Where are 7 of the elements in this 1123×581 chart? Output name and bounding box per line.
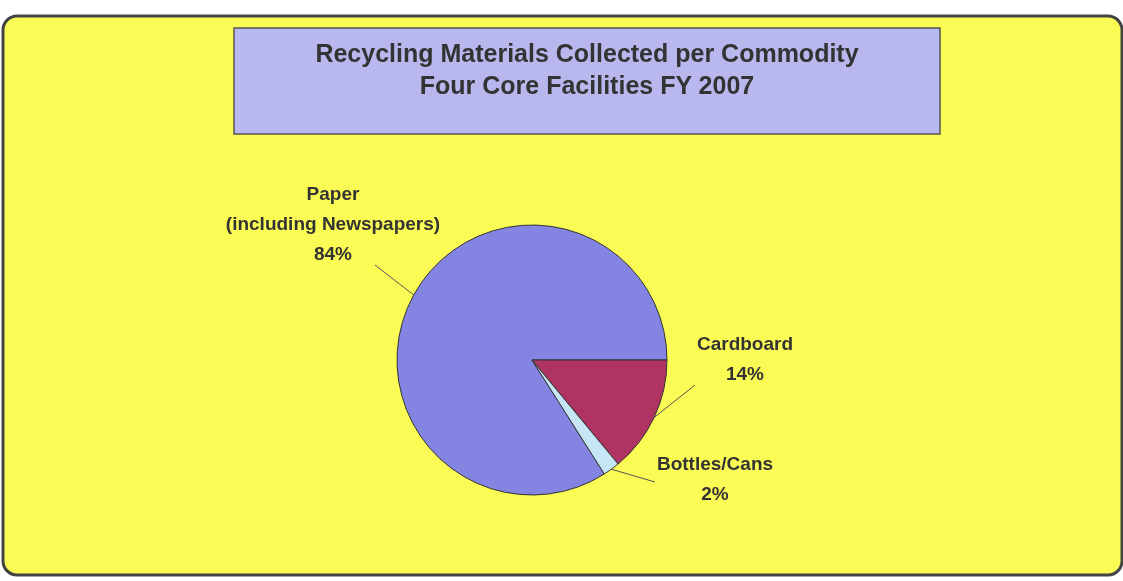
slice-label: Cardboard bbox=[696, 333, 794, 354]
data-label: 84% bbox=[313, 243, 353, 264]
slice-label: Paper (including Newspapers) bbox=[225, 183, 441, 234]
chart-title: Recycling Materials Collected per Commodity Four Core Facilities FY 2007 bbox=[315, 39, 859, 99]
data-label: 2% bbox=[701, 483, 729, 504]
slice-label: Bottles/Cans bbox=[656, 453, 774, 474]
data-label: 14% bbox=[725, 363, 765, 384]
